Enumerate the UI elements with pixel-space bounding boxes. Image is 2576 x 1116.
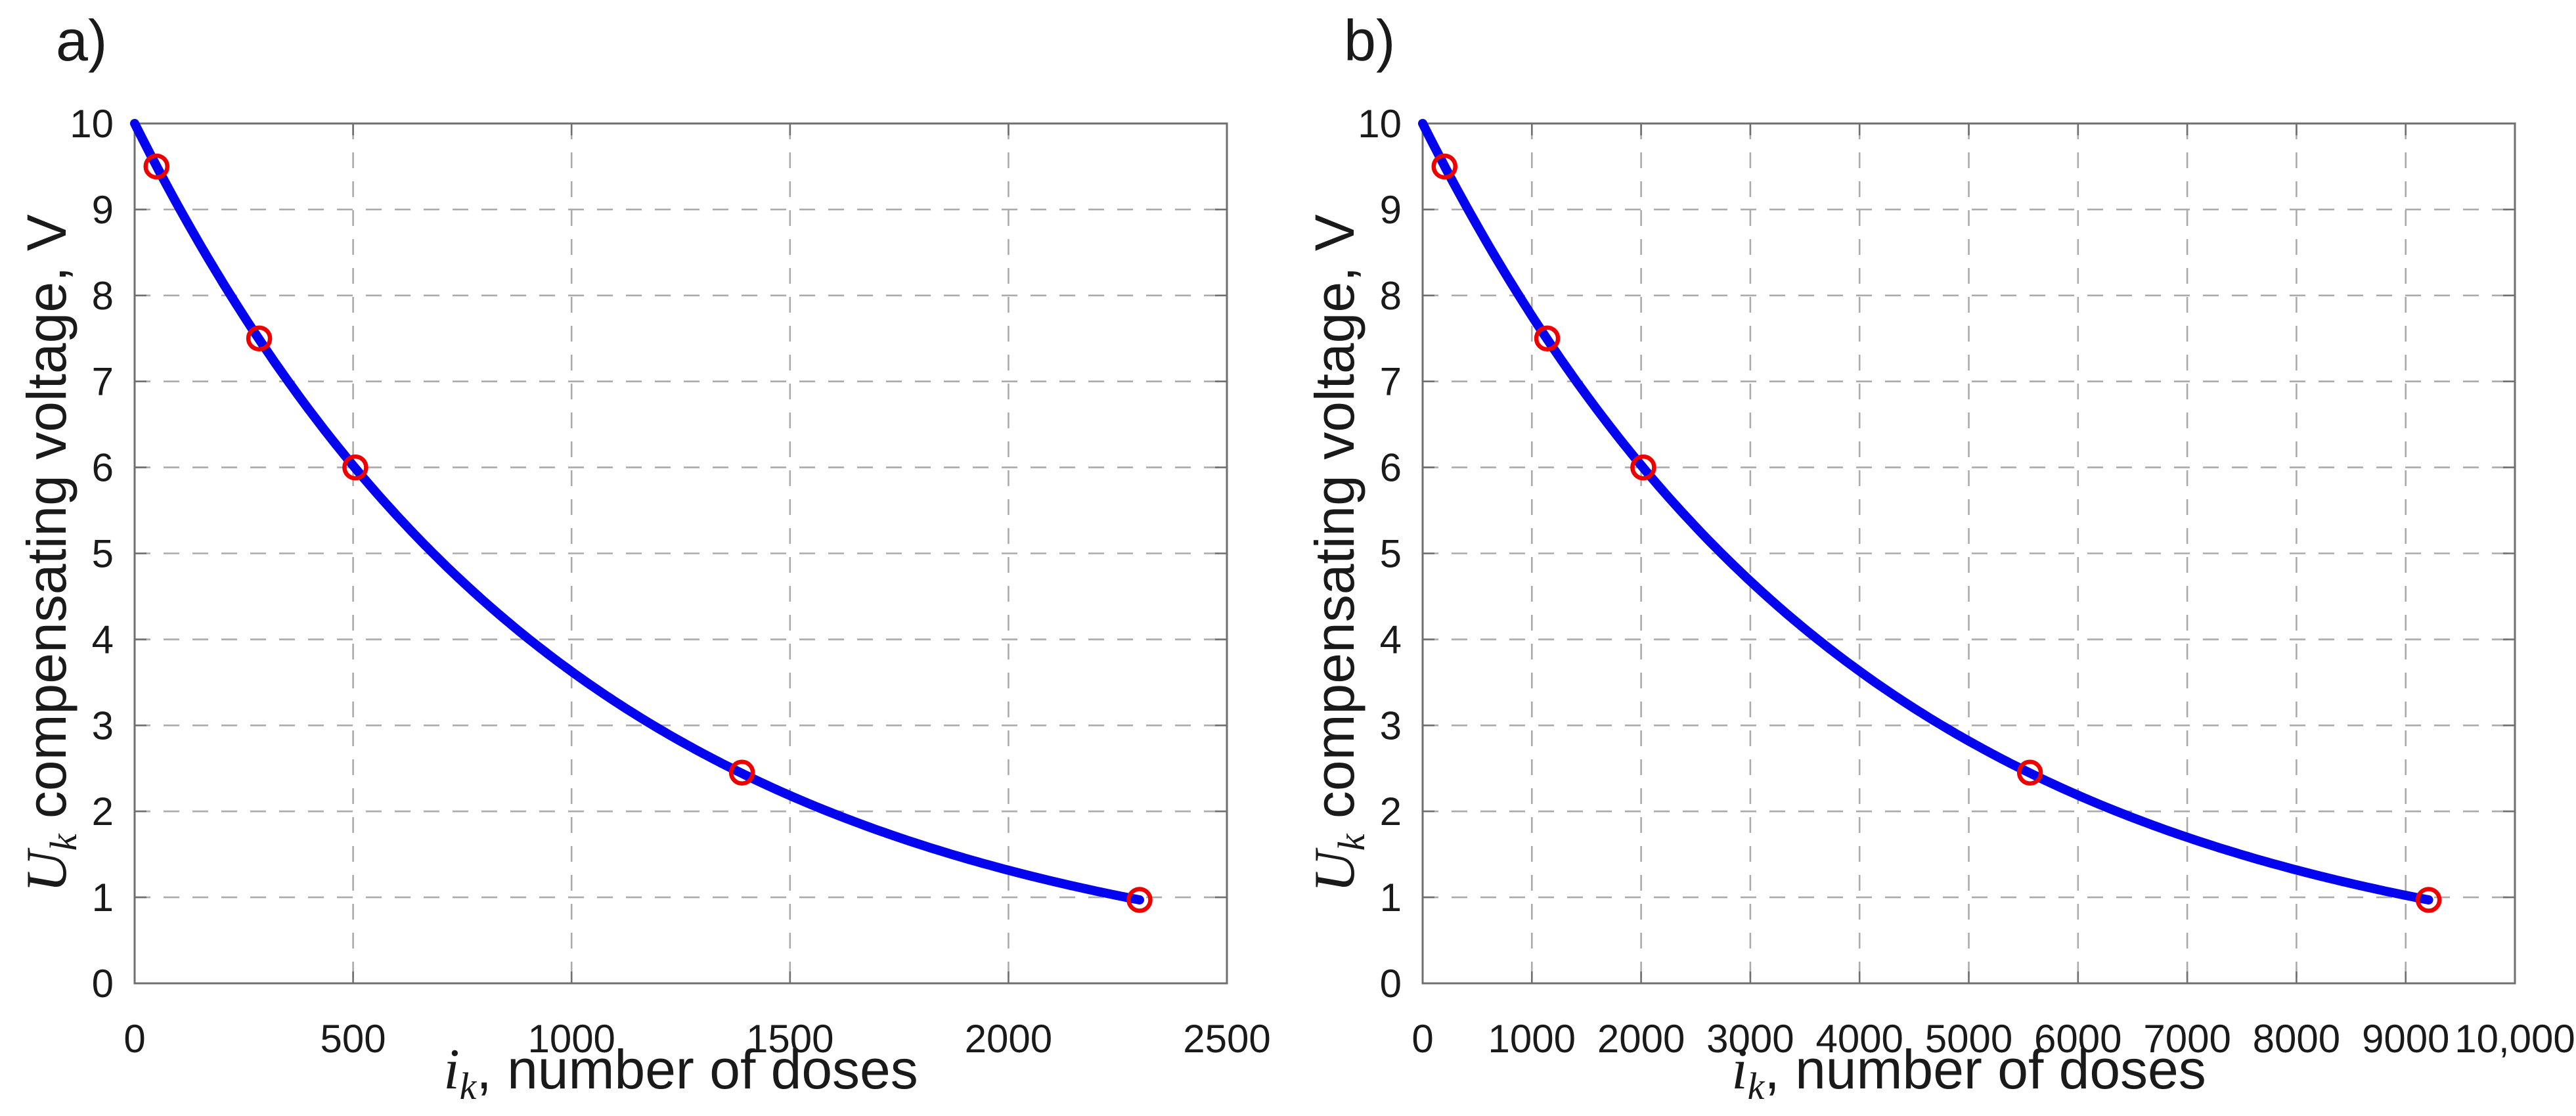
voltage-vs-doses-chart-b: 0 1000 2000 3000 4000 5000 6000 7000 8000 9000 10,…	[1303, 102, 2575, 1107]
y-tick-label: 4	[92, 617, 114, 661]
voltage-curve	[1418, 119, 2433, 904]
y-axis-label-rest: compensating voltage, V	[1304, 214, 1366, 834]
y-tick-label: 4	[1380, 617, 1402, 661]
calibration-marker	[1126, 887, 1153, 913]
x-axis-label-sub: k	[1748, 1065, 1765, 1107]
y-tick-label: 6	[92, 446, 114, 490]
y-axis-label-sub: k	[1330, 833, 1373, 851]
x-tick-label: 2000	[1597, 1017, 1685, 1061]
voltage-curve	[130, 119, 1144, 904]
y-tick-label: 10	[1358, 102, 1402, 146]
calibration-marker	[1431, 153, 1458, 180]
calibration-marker	[342, 454, 368, 481]
y-tick-label: 8	[1380, 274, 1402, 318]
chart-panel-b: b) 0 1000 2000 3000 4000 5000 6000 7000 8000 9000…	[1288, 0, 2576, 1116]
y-tick-label: 3	[92, 703, 114, 748]
x-axis-label-var: i	[1731, 1038, 1747, 1102]
x-tick-label: 5000	[1925, 1017, 2012, 1061]
axes-box	[1421, 122, 2516, 985]
axes-box	[133, 122, 1228, 985]
x-axis-label-sub: k	[460, 1065, 477, 1107]
y-tick-label: 1	[92, 876, 114, 920]
y-tick-label: 3	[1380, 703, 1402, 748]
y-tick-label: 9	[92, 188, 114, 232]
y-axis-label: Uk compensating voltage, V	[1303, 214, 1373, 893]
x-tick-label: 7000	[2143, 1017, 2231, 1061]
x-tick-label: 0	[123, 1017, 145, 1061]
y-tick-label: 5	[92, 532, 114, 576]
y-tick-label: 8	[92, 274, 114, 318]
y-tick-label: 7	[1380, 360, 1402, 404]
y-tick-label: 2	[92, 790, 114, 834]
chart-panel-a: a) 0 500 1000 1500 2000 2500 0 1 2 3 4 5 6 7 8 9 10 ik, n…	[15, 8, 1271, 1108]
x-tick-label: 3000	[1706, 1017, 1794, 1061]
x-tick-label: 6000	[2034, 1017, 2121, 1061]
y-tick-label: 5	[1380, 532, 1402, 576]
x-tick-label: 500	[321, 1017, 386, 1061]
calibration-marker	[1534, 325, 1561, 351]
x-axis-label: ik, number of doses	[1731, 1038, 2206, 1107]
y-tick-label: 1	[1380, 876, 1402, 920]
y-axis-label-rest: compensating voltage, V	[16, 214, 78, 834]
y-axis-label: Uk compensating voltage, V	[15, 214, 85, 893]
x-tick-label: 2500	[1183, 1017, 1270, 1061]
x-tick-label: 8000	[2253, 1017, 2340, 1061]
y-tick-label: 0	[1380, 962, 1402, 1006]
y-tick-label: 2	[1380, 790, 1402, 834]
x-tick-label: 1000	[1488, 1017, 1576, 1061]
y-axis-label-var: U	[15, 847, 79, 893]
x-tick-label: 4000	[1815, 1017, 1903, 1061]
calibration-marker	[143, 153, 170, 180]
x-tick-label: 2000	[965, 1017, 1052, 1061]
y-tick-label: 10	[70, 102, 114, 146]
calibration-marker	[2415, 887, 2442, 913]
x-tick-label: 9000	[2362, 1017, 2449, 1061]
x-tick-label: 1000	[527, 1017, 615, 1061]
x-axis-label: ik, number of doses	[443, 1038, 918, 1107]
x-tick-label: 1500	[746, 1017, 833, 1061]
y-tick-label: 0	[92, 962, 114, 1006]
x-axis-label-rest: , number of doses	[476, 1038, 918, 1100]
x-tick-label: 10,000	[2454, 1017, 2575, 1061]
y-tick-label: 9	[1380, 188, 1402, 232]
panel-label-b: b)	[1344, 8, 1396, 73]
y-tick-label: 7	[92, 360, 114, 404]
y-axis-label-sub: k	[42, 833, 85, 851]
x-axis-label-rest: , number of doses	[1764, 1038, 2206, 1100]
x-tick-label: 0	[1411, 1017, 1433, 1061]
x-axis-label-var: i	[443, 1038, 459, 1102]
y-axis-label-var: U	[1303, 847, 1367, 893]
calibration-marker	[2016, 759, 2043, 786]
calibration-marker	[246, 325, 273, 351]
calibration-marker	[728, 759, 755, 786]
panel-label-a: a)	[56, 8, 108, 73]
calibration-marker	[1630, 454, 1656, 481]
y-tick-label: 6	[1380, 446, 1402, 490]
